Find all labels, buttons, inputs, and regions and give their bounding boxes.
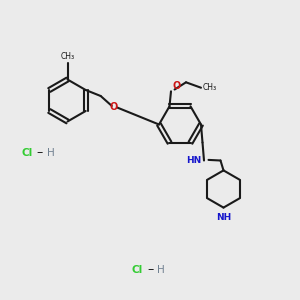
Text: –: – <box>36 146 42 160</box>
Text: H: H <box>158 265 165 275</box>
Text: NH: NH <box>217 213 232 222</box>
Text: Cl: Cl <box>21 148 32 158</box>
Text: HN: HN <box>186 156 201 165</box>
Text: H: H <box>46 148 54 158</box>
Text: CH₃: CH₃ <box>60 52 75 62</box>
Text: –: – <box>147 263 153 277</box>
Text: Cl: Cl <box>132 265 143 275</box>
Text: CH₃: CH₃ <box>202 83 216 92</box>
Text: O: O <box>109 102 117 112</box>
Text: O: O <box>172 81 181 91</box>
